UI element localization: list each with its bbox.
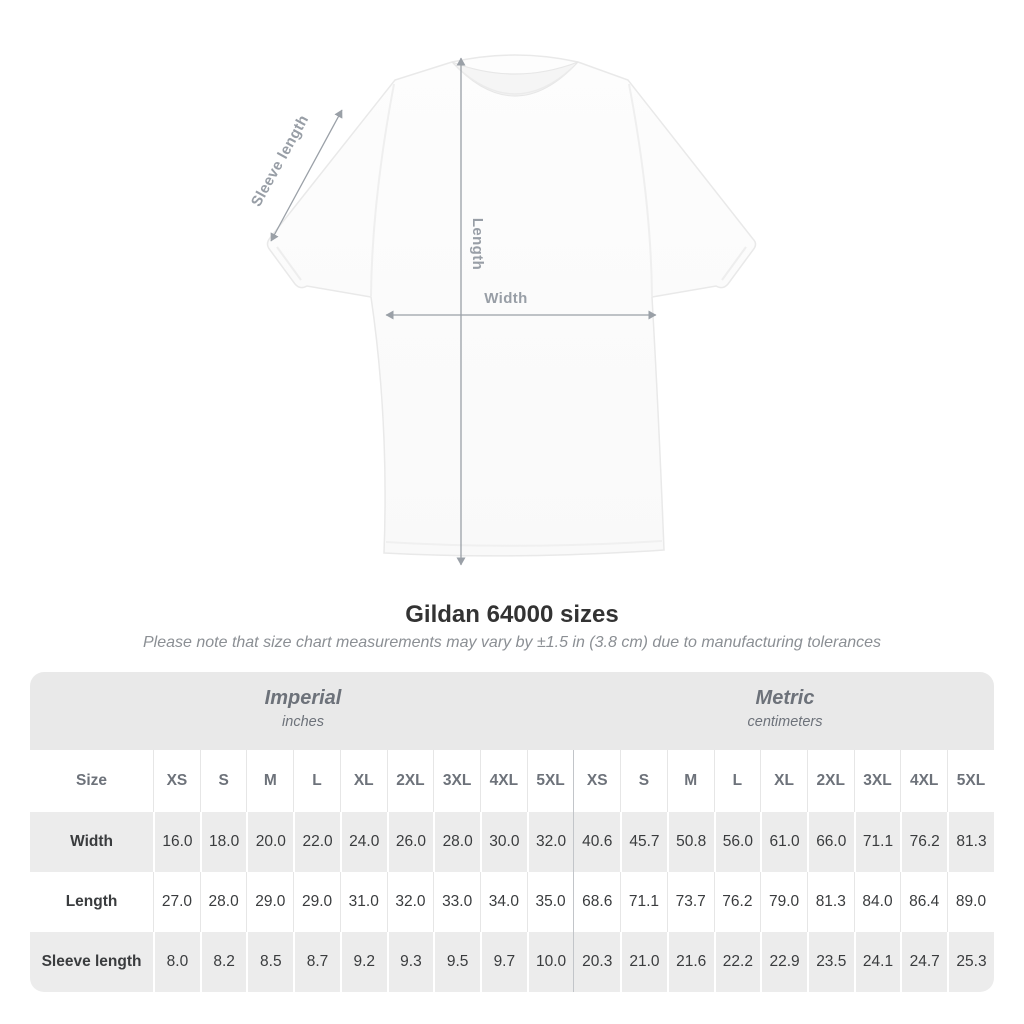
value-cell: 22.0	[293, 812, 340, 872]
value-cell: 79.0	[760, 872, 807, 932]
collar	[451, 61, 579, 97]
size-col-header: S	[199, 750, 247, 812]
value-cell: 29.0	[246, 872, 294, 932]
value-cell: 71.1	[620, 872, 667, 932]
size-col-header: S	[620, 750, 667, 812]
sleeve-length-arrow	[270, 109, 343, 242]
value-cell: 68.6	[573, 872, 621, 932]
value-cell: 9.5	[433, 932, 480, 992]
tolerance-note: Please note that size chart measurements…	[142, 634, 882, 651]
value-cell: 30.0	[480, 812, 527, 872]
value-cell: 21.0	[620, 932, 667, 992]
value-cell: 89.0	[947, 872, 994, 932]
value-cell: 16.0	[153, 812, 200, 872]
size-col-header: 5XL	[526, 750, 574, 812]
metric-label: Metric	[755, 687, 815, 709]
measurement-arrows	[270, 57, 657, 566]
value-cell: 45.7	[620, 812, 667, 872]
size-col-header: L	[713, 750, 761, 812]
size-table-body: Size XS S M L XL 2XL 3XL 4XL 5XL XS S M L XL 2XL 3XL 4XL 5…	[30, 750, 994, 992]
value-cell: 31.0	[339, 872, 387, 932]
value-cell: 25.3	[947, 932, 994, 992]
imperial-label: Imperial	[264, 687, 342, 709]
value-cell: 8.5	[246, 932, 294, 992]
metric-unit: centimeters	[747, 714, 823, 730]
value-cell: 73.7	[666, 872, 714, 932]
unit-header-band: Imperial inches Metric centimeters	[30, 672, 994, 750]
metric-group: Metric centimeters	[576, 672, 994, 750]
row-label: Width	[30, 812, 154, 872]
value-cell: 8.2	[199, 932, 247, 992]
value-cell: 32.0	[386, 872, 434, 932]
value-cell: 10.0	[526, 932, 574, 992]
value-cell: 9.3	[386, 932, 434, 992]
value-cell: 28.0	[199, 872, 247, 932]
size-col-header: L	[293, 750, 340, 812]
imperial-group: Imperial inches	[30, 672, 576, 750]
value-cell: 18.0	[199, 812, 247, 872]
size-col-header: 3XL	[853, 750, 901, 812]
value-cell: 9.2	[339, 932, 387, 992]
value-cell: 8.7	[293, 932, 340, 992]
size-col-header: 4XL	[900, 750, 948, 812]
value-cell: 24.0	[339, 812, 387, 872]
value-cell: 28.0	[433, 812, 480, 872]
width-label: Width	[484, 290, 528, 307]
size-col-header: XS	[573, 750, 621, 812]
value-cell: 56.0	[713, 812, 761, 872]
value-cell: 76.2	[713, 872, 761, 932]
value-cell: 50.8	[666, 812, 714, 872]
value-cell: 20.0	[246, 812, 294, 872]
length-label: Length	[469, 218, 486, 270]
tshirt-illustration	[266, 54, 757, 557]
value-cell: 27.0	[153, 872, 200, 932]
size-col-header: XS	[153, 750, 200, 812]
value-cell: 40.6	[573, 812, 621, 872]
size-chart-table: Imperial inches Metric centimeters Size X…	[30, 672, 994, 992]
value-cell: 29.0	[293, 872, 340, 932]
value-cell: 24.1	[853, 932, 901, 992]
value-cell: 84.0	[853, 872, 901, 932]
value-cell: 9.7	[480, 932, 527, 992]
size-col-header: 5XL	[947, 750, 994, 812]
value-cell: 76.2	[900, 812, 948, 872]
value-cell: 20.3	[573, 932, 621, 992]
size-col-header: 2XL	[386, 750, 434, 812]
row-label: Length	[30, 872, 154, 932]
row-label: Sleeve length	[30, 932, 154, 992]
value-cell: 23.5	[806, 932, 854, 992]
value-cell: 61.0	[760, 812, 807, 872]
size-table: Size XS S M L XL 2XL 3XL 4XL 5XL XS S M L XL 2XL 3XL 4XL 5…	[30, 750, 994, 992]
value-cell: 81.3	[806, 872, 854, 932]
size-col-header: 3XL	[433, 750, 480, 812]
size-col-header: XL	[760, 750, 807, 812]
value-cell: 32.0	[526, 812, 574, 872]
value-cell: 35.0	[526, 872, 574, 932]
value-cell: 26.0	[386, 812, 434, 872]
page-title: Gildan 64000 sizes	[405, 601, 619, 628]
value-cell: 81.3	[947, 812, 994, 872]
size-col-header: M	[246, 750, 294, 812]
value-cell: 22.2	[713, 932, 761, 992]
size-col-header: XL	[339, 750, 387, 812]
size-col-header: 2XL	[806, 750, 854, 812]
sleeve-length-label: Sleeve length	[248, 112, 312, 209]
value-cell: 22.9	[760, 932, 807, 992]
imperial-unit: inches	[282, 714, 324, 730]
value-cell: 33.0	[433, 872, 480, 932]
value-cell: 66.0	[806, 812, 854, 872]
value-cell: 86.4	[900, 872, 948, 932]
value-cell: 8.0	[153, 932, 200, 992]
value-cell: 34.0	[480, 872, 527, 932]
size-col-header: 4XL	[480, 750, 527, 812]
size-corner-header: Size	[30, 750, 154, 812]
value-cell: 21.6	[666, 932, 714, 992]
value-cell: 71.1	[853, 812, 901, 872]
value-cell: 24.7	[900, 932, 948, 992]
tshirt-diagram: Sleeve length Length Width	[248, 54, 757, 566]
size-col-header: M	[666, 750, 714, 812]
